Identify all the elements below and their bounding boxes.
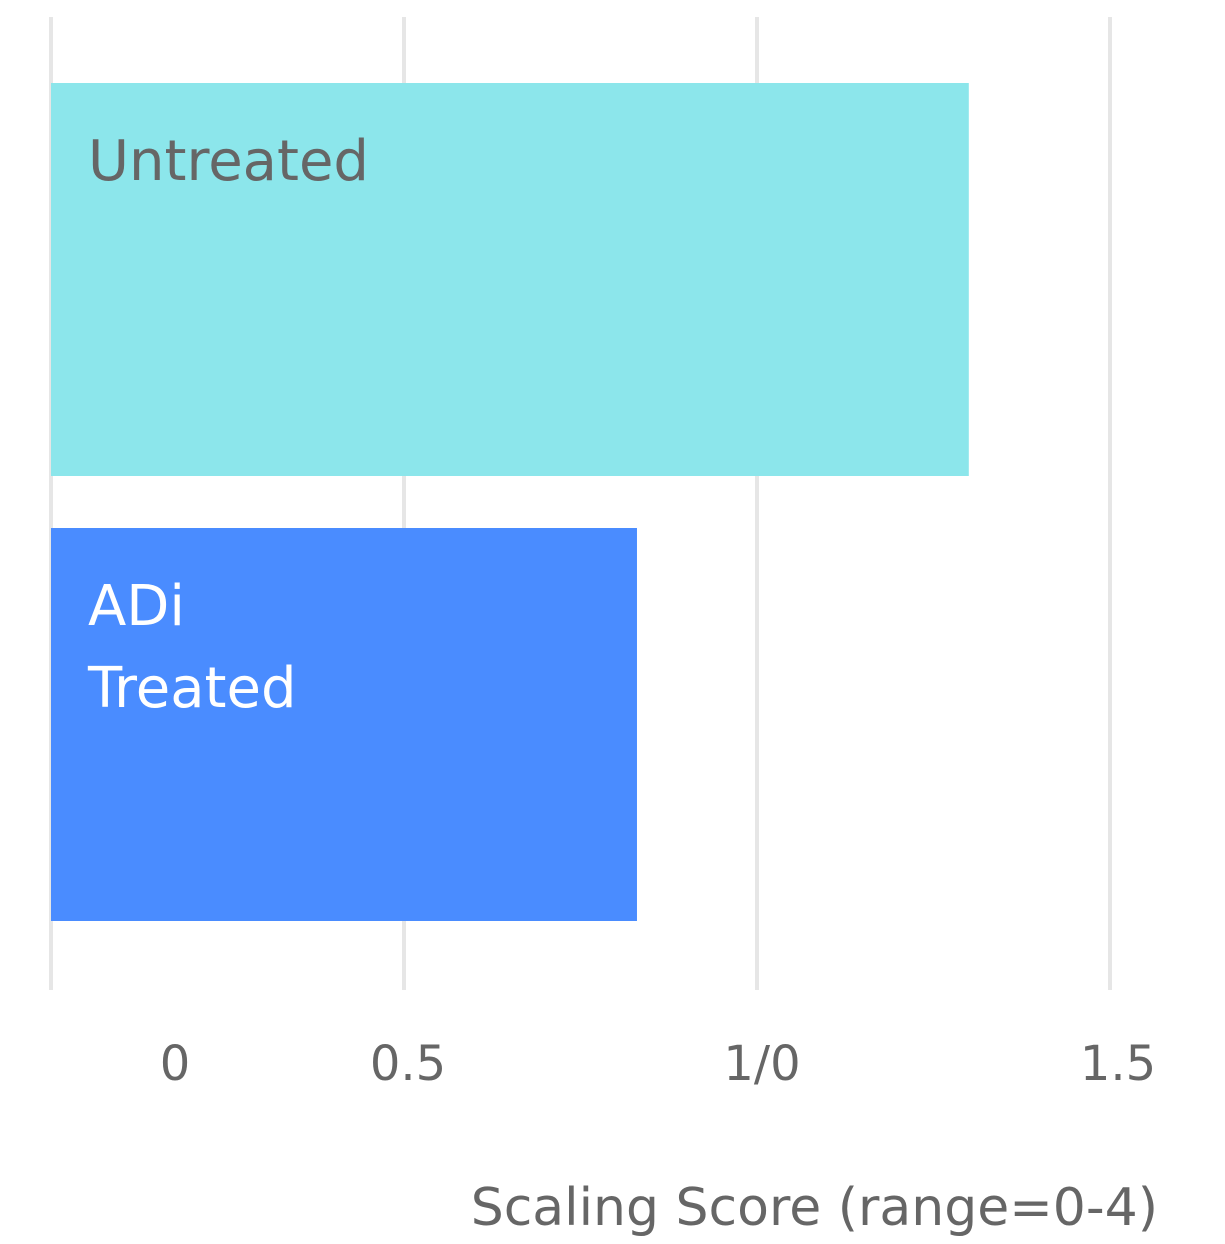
category-label: Untreated <box>88 129 369 194</box>
x-tick-label: 1/0 <box>723 1036 801 1092</box>
category-label: ADi Treated <box>88 574 297 721</box>
x-axis-title: Scaling Score (range=0-4) <box>470 1178 1158 1238</box>
bar <box>51 528 637 921</box>
x-tick-label: 0.5 <box>369 1036 447 1092</box>
bar <box>51 83 969 476</box>
x-tick-label: 1.5 <box>1079 1036 1157 1092</box>
x-tick-label: 0 <box>159 1036 191 1092</box>
